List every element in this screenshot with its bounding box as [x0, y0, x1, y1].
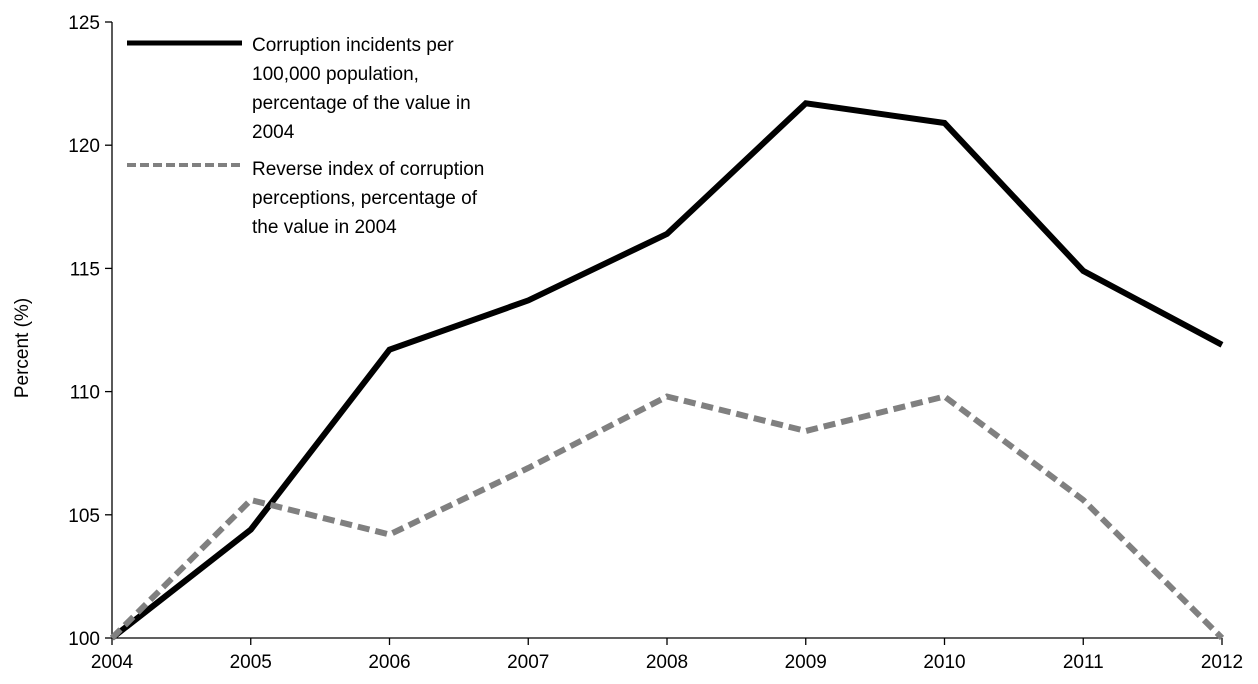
x-tick-label: 2009 [785, 652, 827, 673]
x-tick-label: 2007 [507, 652, 549, 673]
legend-label: perceptions, percentage of [252, 188, 478, 209]
y-tick-label: 100 [68, 629, 100, 650]
series-line-corruption-incidents [110, 100, 1224, 641]
y-tick-label: 125 [68, 13, 100, 34]
legend-label: percentage of the value in [252, 93, 471, 114]
y-axis-title: Percent (%) [12, 298, 33, 398]
y-tick-label: 120 [68, 136, 100, 157]
legend-label: 100,000 population, [252, 64, 419, 85]
legend-label: the value in 2004 [252, 217, 397, 238]
x-tick-label: 2005 [230, 652, 272, 673]
x-tick-label: 2004 [91, 652, 134, 673]
axes: 100 105 110 115 120 125 2004 2005 2006 2007 2008 20… [68, 13, 1243, 673]
series-line-reverse-perception-index [109, 393, 1225, 641]
legend-label: Reverse index of corruption [252, 159, 484, 180]
legend-label: Corruption incidents per [252, 35, 454, 56]
legend: Corruption incidents per 100,000 populati… [127, 35, 484, 238]
x-tick-label: 2008 [646, 652, 688, 673]
y-axis-title-group: Percent (%) [12, 298, 33, 398]
x-tick-label: 2006 [368, 652, 410, 673]
legend-label: 2004 [252, 122, 295, 143]
x-tick-label: 2011 [1063, 652, 1104, 673]
y-tick-label: 115 [70, 259, 100, 280]
y-tick-label: 110 [70, 383, 100, 404]
x-tick-label: 2010 [923, 652, 965, 673]
y-tick-label: 105 [68, 506, 100, 527]
x-tick-label: 2012 [1201, 652, 1243, 673]
series-layer [109, 100, 1225, 641]
